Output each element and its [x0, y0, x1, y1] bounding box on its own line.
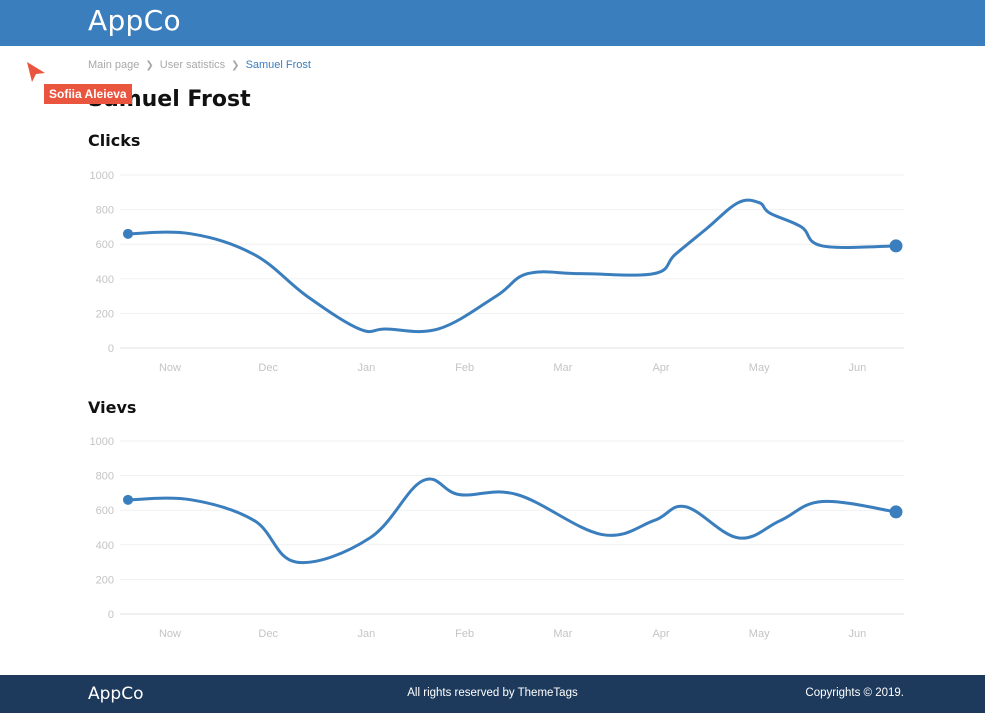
views-line-chart: 0 200 400 600 800 1000 Now Dec Jan Feb Mar Apr May Ju… [90, 436, 904, 640]
breadcrumb-main-page[interactable]: Main page [88, 59, 140, 71]
x-tick-label: Mar [553, 628, 572, 640]
x-tick-label: May [749, 628, 770, 640]
x-tick-label: Dec [258, 628, 278, 640]
x-tick-label: Feb [455, 362, 474, 374]
y-tick-label: 1000 [90, 436, 114, 448]
end-point[interactable] [889, 239, 903, 253]
x-tick-label: May [749, 362, 770, 374]
x-tick-label: Now [159, 628, 181, 640]
x-tick-label: Dec [258, 362, 278, 374]
series-line [126, 198, 898, 334]
footer-copyright: Copyrights © 2019. [805, 687, 904, 699]
x-tick-label: Jun [849, 628, 867, 640]
brand-logo[interactable]: AppCo [88, 4, 181, 37]
cursor-pointer-icon [27, 62, 45, 82]
y-tick-label: 0 [108, 609, 114, 621]
x-tick-label: Apr [652, 628, 669, 640]
y-tick-label: 200 [96, 308, 114, 320]
series-line [126, 477, 898, 565]
views-chart-title: Vievs [88, 398, 137, 417]
y-tick-label: 400 [96, 274, 114, 286]
x-tick-label: Mar [553, 362, 572, 374]
x-tick-label: Jan [358, 628, 376, 640]
breadcrumb-user-statistics[interactable]: User satistics [159, 59, 226, 71]
y-tick-label: 1000 [90, 170, 114, 182]
x-tick-label: Feb [455, 628, 474, 640]
footer-rights-text: All rights reserved by ThemeTags [407, 687, 578, 699]
y-tick-label: 600 [96, 505, 114, 517]
x-tick-label: Now [159, 362, 181, 374]
x-tick-label: Jan [358, 362, 376, 374]
clicks-chart-title: Clicks [88, 131, 141, 150]
footer: AppCo All rights reserved by ThemeTags C… [0, 675, 985, 713]
breadcrumb-current: Samuel Frost [245, 59, 311, 71]
y-tick-label: 800 [96, 205, 114, 217]
top-navbar: AppCo [0, 0, 985, 46]
y-tick-label: 200 [96, 574, 114, 586]
y-tick-label: 400 [96, 540, 114, 552]
start-point[interactable] [123, 228, 133, 239]
footer-brand[interactable]: AppCo [88, 684, 144, 704]
x-tick-label: Apr [652, 362, 669, 374]
x-tick-label: Jun [849, 362, 867, 374]
chevron-right-icon: ❯ [231, 59, 240, 71]
y-tick-label: 600 [96, 239, 114, 251]
chevron-right-icon: ❯ [145, 59, 154, 71]
y-tick-label: 800 [96, 471, 114, 483]
breadcrumb: Main page ❯ User satistics ❯ Samuel Fros… [88, 57, 311, 73]
cursor-user-tag: Sofiia Aleieva [44, 84, 132, 104]
start-point[interactable] [123, 494, 133, 505]
y-tick-label: 0 [108, 343, 114, 355]
end-point[interactable] [889, 505, 903, 519]
clicks-line-chart: 0 200 400 600 800 1000 Now Dec Jan Feb Mar Apr May Ju… [90, 170, 904, 374]
